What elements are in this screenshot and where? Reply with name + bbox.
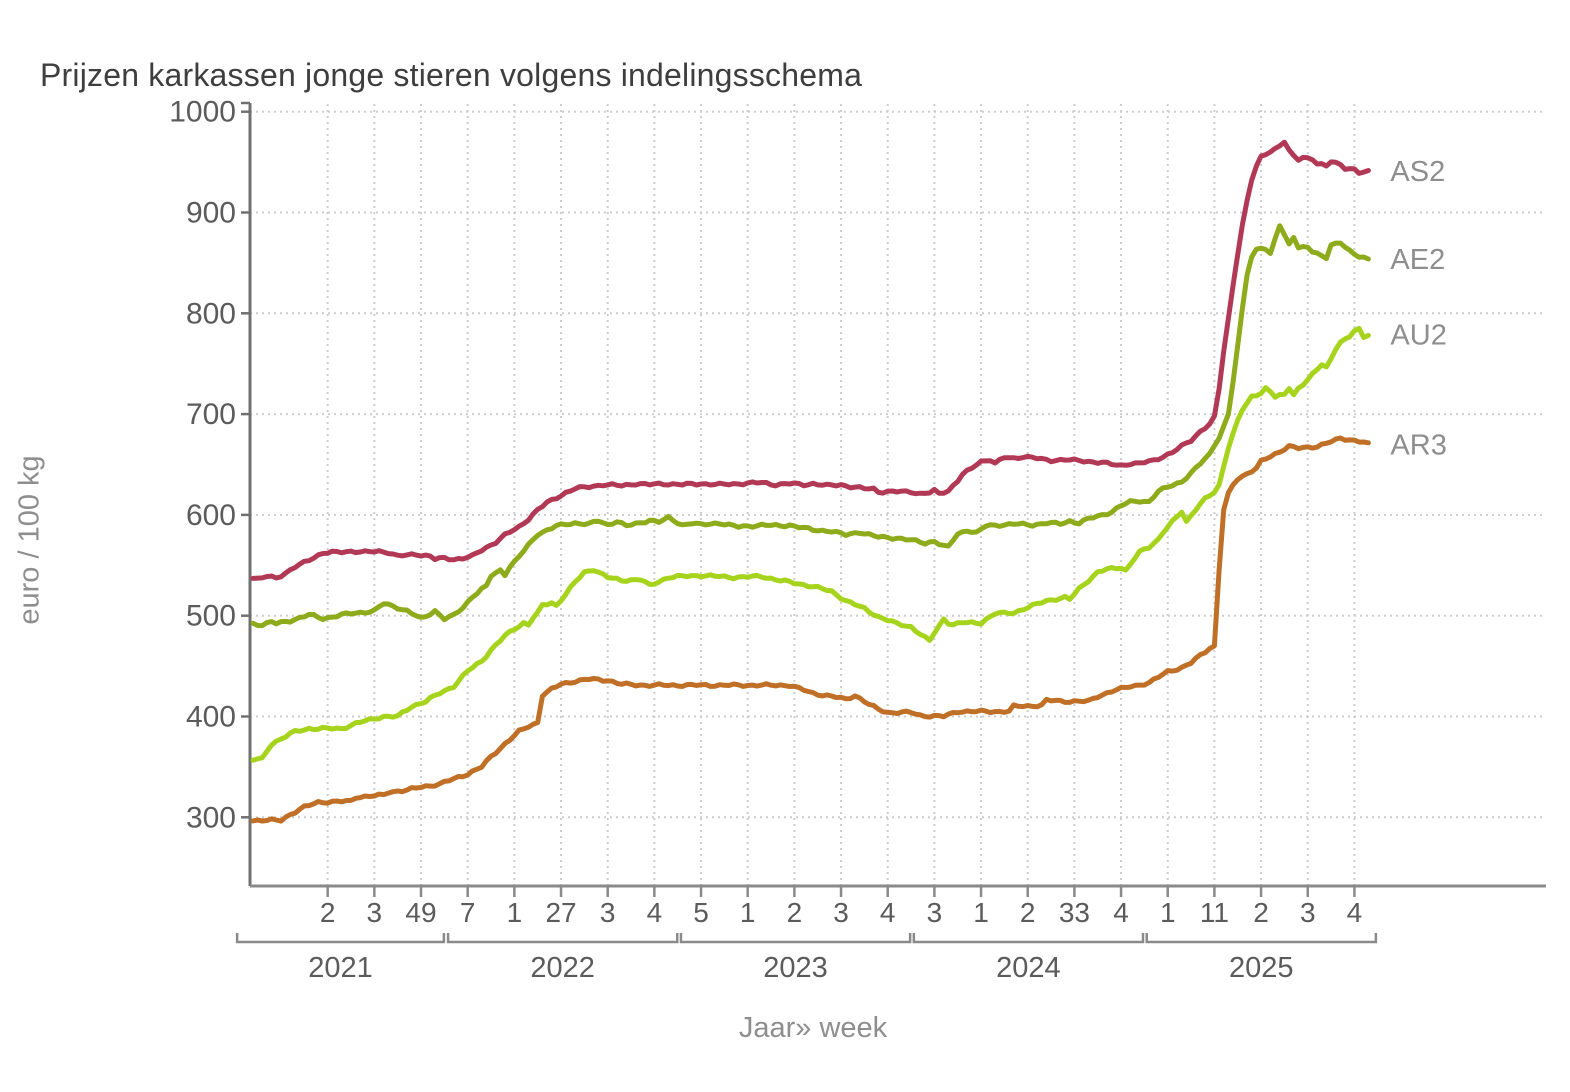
y-tick-label-900: 900 (186, 197, 236, 230)
series-label-AR3: AR3 (1390, 429, 1446, 461)
y-tick-label-1000: 1000 (169, 96, 236, 129)
x-week-label: 27 (545, 897, 576, 928)
series-label-AU2: AU2 (1390, 319, 1446, 351)
series-label-AS2: AS2 (1390, 156, 1445, 188)
x-week-label: 3 (1300, 897, 1316, 928)
x-week-label: 3 (927, 897, 943, 928)
line-AR3 (250, 435, 1371, 824)
y-tick-label-600: 600 (186, 499, 236, 532)
year-label-2025: 2025 (1229, 952, 1294, 984)
x-week-label: 1 (973, 897, 989, 928)
y-tick-label-800: 800 (186, 297, 236, 330)
x-week-label: 5 (693, 897, 709, 928)
year-bracket-2025 (1145, 933, 1378, 944)
line-AS2 (250, 139, 1371, 581)
x-week-label: 2 (1253, 897, 1269, 928)
year-bracket-2022 (446, 933, 679, 944)
axes (241, 101, 1546, 897)
x-week-label: 3 (600, 897, 616, 928)
year-label-2024: 2024 (996, 952, 1061, 984)
x-week-label: 4 (1347, 897, 1363, 928)
x-week-label: 1 (507, 897, 523, 928)
x-week-label: 4 (880, 897, 896, 928)
x-week-label: 3 (833, 897, 849, 928)
year-bracket-2024 (912, 933, 1145, 944)
line-AE2 (250, 223, 1371, 629)
x-axis-title: Jaar» week (738, 1012, 888, 1044)
line-AU2 (250, 325, 1371, 763)
year-label-2023: 2023 (763, 952, 828, 984)
year-bracket-2023 (679, 933, 912, 944)
series-end-labels: AS2 AE2 AU2 AR3 (1390, 156, 1446, 461)
x-week-label: 7 (460, 897, 476, 928)
y-tick-label-400: 400 (186, 701, 236, 734)
year-label-2022: 2022 (530, 952, 595, 984)
x-week-label: 3 (367, 897, 383, 928)
x-week-label: 1 (740, 897, 756, 928)
gridlines (250, 104, 1546, 886)
x-week-label: 4 (1113, 897, 1129, 928)
page-title: Prijzen karkassen jonge stieren volgens … (40, 57, 863, 94)
x-week-label: 11 (1200, 897, 1229, 928)
y-tick-label-700: 700 (186, 398, 236, 431)
y-tick-label-300: 300 (186, 801, 236, 834)
x-week-label: 2 (320, 897, 336, 928)
x-week-label: 49 (405, 897, 436, 928)
year-bracket-2021 (235, 933, 446, 944)
x-week-label: 33 (1059, 897, 1090, 928)
x-week-label: 2 (787, 897, 803, 928)
year-label-2021: 2021 (308, 952, 373, 984)
x-week-label: 1 (1160, 897, 1176, 928)
year-brackets: 2021 2022 2023 2024 2025 (235, 933, 1378, 984)
x-week-label: 4 (647, 897, 663, 928)
series-label-AE2: AE2 (1390, 244, 1445, 276)
y-tick-label-500: 500 (186, 600, 236, 633)
series-lines (250, 139, 1371, 824)
x-week-label: 2 (1020, 897, 1036, 928)
